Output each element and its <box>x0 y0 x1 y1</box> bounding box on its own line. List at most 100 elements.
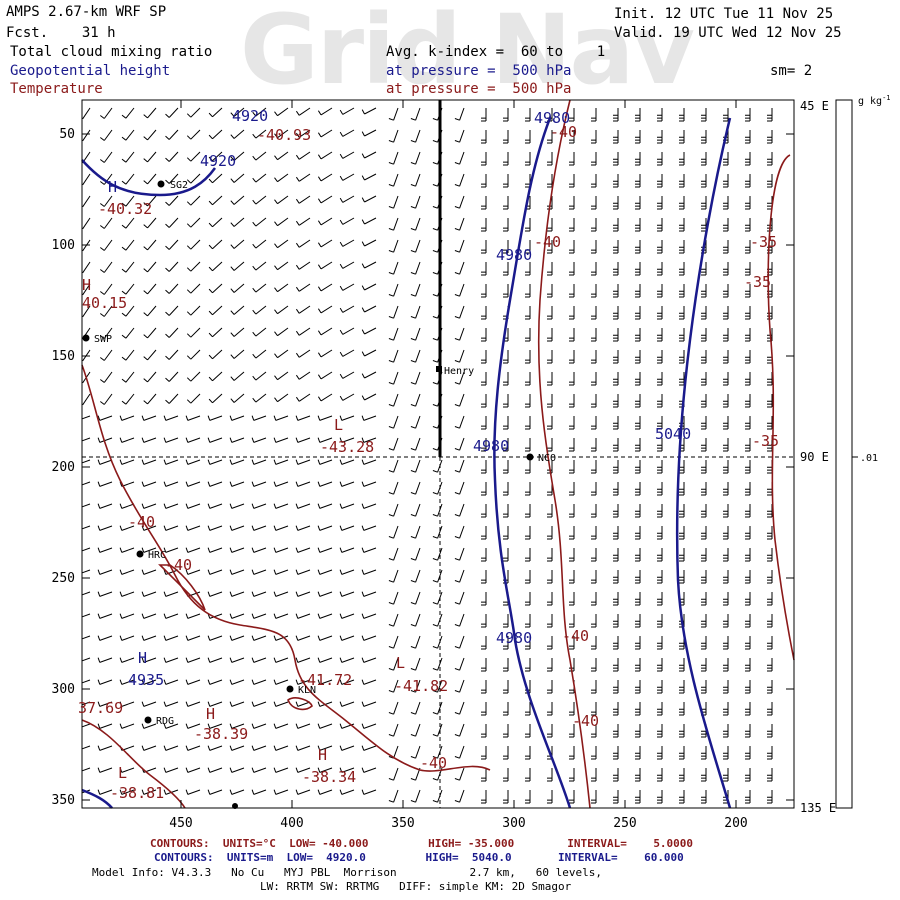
wind-barb <box>503 262 509 276</box>
wind-barb <box>525 592 531 606</box>
wind-barb <box>410 503 421 517</box>
wind-barb <box>745 350 751 364</box>
wind-barb <box>432 723 443 737</box>
wind-barb <box>745 460 751 474</box>
wind-barb <box>481 790 487 804</box>
wind-barb <box>251 635 267 641</box>
wind-barb <box>97 591 113 597</box>
wind-barb <box>361 767 377 773</box>
wind-barb <box>591 218 597 232</box>
station-label: Henry <box>444 366 474 377</box>
wind-barb <box>679 658 685 672</box>
wind-barb <box>591 394 597 408</box>
wind-barb <box>317 745 333 751</box>
wind-barb <box>657 130 663 144</box>
wind-barb <box>767 702 773 716</box>
wind-barb <box>679 372 685 386</box>
wind-barb <box>569 416 575 430</box>
wind-barb <box>481 482 487 496</box>
wind-barb <box>165 129 179 140</box>
wind-barb <box>569 702 575 716</box>
wind-barb <box>481 416 487 430</box>
wind-barb <box>317 767 333 773</box>
wind-barb <box>767 262 773 276</box>
right-label: 45 E <box>800 99 829 113</box>
wind-barb <box>525 328 531 342</box>
wind-barb <box>185 635 201 641</box>
wind-barb <box>547 394 553 408</box>
wind-barb <box>273 789 289 795</box>
wind-barb <box>547 768 553 782</box>
wind-barb <box>100 261 113 273</box>
wind-barb <box>613 262 619 276</box>
wind-barb <box>388 613 399 627</box>
wind-barb <box>208 393 223 404</box>
wind-barb <box>143 173 157 185</box>
wind-barb <box>230 283 245 293</box>
wind-barb <box>569 460 575 474</box>
wind-barb <box>547 284 553 298</box>
wind-barb <box>679 328 685 342</box>
wind-barb <box>701 108 707 122</box>
wind-barb <box>767 328 773 342</box>
height-label: H <box>108 178 117 196</box>
wind-barb <box>361 745 377 751</box>
wind-barb <box>679 482 685 496</box>
wind-barb <box>339 195 355 203</box>
wind-barb <box>388 591 399 605</box>
wind-barb <box>165 151 179 162</box>
wind-barb <box>141 525 157 531</box>
wind-barb <box>454 657 465 671</box>
wind-barb <box>569 614 575 628</box>
station-label: SG2 <box>170 180 188 191</box>
wind-barb <box>317 415 333 421</box>
wind-barb <box>141 481 157 487</box>
wind-barb <box>185 503 201 509</box>
wind-barb <box>745 130 751 144</box>
wind-barb <box>525 526 531 540</box>
wind-barb <box>143 261 157 273</box>
wind-barb <box>525 284 531 298</box>
wind-barb <box>454 437 465 451</box>
field-temperature: Temperature <box>10 81 103 97</box>
wind-barb <box>295 635 311 641</box>
wind-barb <box>432 547 443 561</box>
wind-barb <box>525 262 531 276</box>
wind-barb <box>339 393 355 401</box>
wind-barb <box>229 437 245 443</box>
wind-barb <box>317 393 333 402</box>
wind-barb <box>295 459 311 465</box>
wind-barb <box>274 151 289 161</box>
wind-barb <box>613 636 619 650</box>
height-label: 5040 <box>655 425 691 443</box>
wind-barb <box>591 130 597 144</box>
wind-barb <box>141 613 157 619</box>
wind-barb <box>454 701 465 715</box>
wind-barb <box>723 240 729 254</box>
temperature-label: -43.28 <box>320 438 374 456</box>
wind-barb <box>273 503 289 509</box>
wind-barb <box>230 173 245 183</box>
wind-barb <box>432 679 443 693</box>
wind-barb <box>569 350 575 364</box>
wind-barb <box>591 614 597 628</box>
wind-barb <box>97 547 113 553</box>
wind-barb <box>317 635 333 641</box>
wind-barb <box>165 239 179 250</box>
wind-barb <box>503 350 509 364</box>
wind-barb <box>410 789 421 803</box>
wind-barb <box>361 327 377 335</box>
wind-barb <box>229 613 245 619</box>
wind-barb <box>143 195 157 207</box>
wind-barb <box>547 724 553 738</box>
wind-barb <box>635 768 641 782</box>
wind-barb <box>745 614 751 628</box>
wind-barb <box>591 350 597 364</box>
wind-barb <box>723 328 729 342</box>
wind-barb <box>143 217 157 229</box>
wind-barb <box>679 526 685 540</box>
wind-barb <box>208 371 223 382</box>
wind-barb <box>767 108 773 122</box>
wind-barb <box>317 789 333 795</box>
wind-barb <box>82 591 91 596</box>
